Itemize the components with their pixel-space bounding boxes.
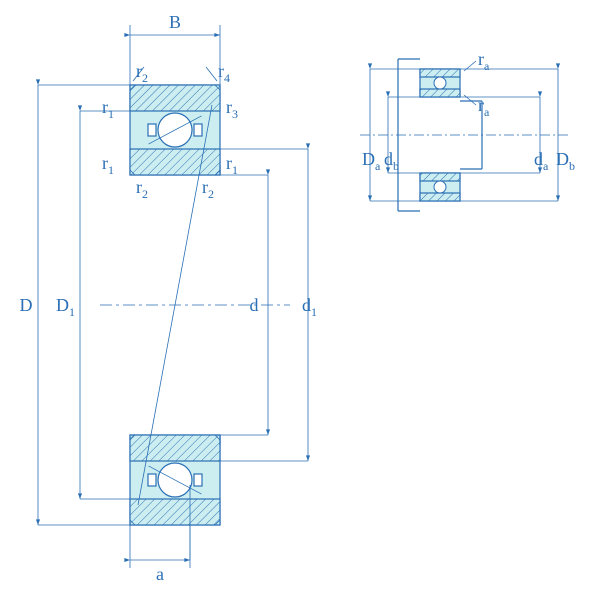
inset: ra ra Dadb da Db [360, 49, 575, 211]
top-block [130, 85, 220, 175]
label-a: a [156, 564, 164, 584]
inset-Da: Da [362, 149, 381, 173]
label-D: D [20, 295, 33, 315]
inset-db: db [384, 149, 399, 173]
label-r1-ll: r1 [102, 153, 114, 177]
label-d: d [250, 295, 259, 315]
label-D1: D1 [56, 295, 75, 319]
inset-ra-mid: ra [478, 95, 490, 119]
label-r2-br: r2 [202, 177, 214, 201]
label-r3: r3 [226, 97, 238, 121]
label-r1-lr: r1 [226, 153, 238, 177]
label-B: B [169, 12, 181, 32]
label-r2-tl: r2 [136, 61, 148, 85]
label-d1: d1 [302, 295, 317, 319]
inset-ra-top: ra [478, 49, 490, 73]
bottom-block [130, 435, 220, 525]
main-section: Br2r4r1r3r1r1r2r2DD1dd1a [20, 12, 318, 584]
label-r1-ul: r1 [102, 97, 114, 121]
inset-da: da [534, 149, 549, 173]
inset-Db: Db [556, 149, 575, 173]
label-r2-bl: r2 [136, 177, 148, 201]
